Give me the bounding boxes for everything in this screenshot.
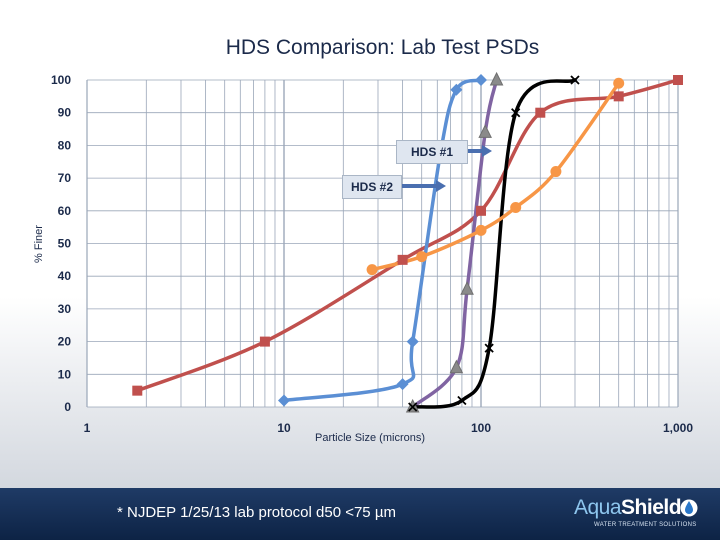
logo-brand-part2: Shield [621,496,682,519]
data-point [476,205,486,216]
x-tick-label: 100 [471,421,491,435]
callout-arrow-hds2-head [436,180,446,192]
data-point [510,202,522,214]
logo-brand-part1: Aqua [574,496,622,519]
data-point [570,75,580,85]
data-point [416,251,428,263]
y-tick-label: 50 [58,237,72,251]
data-point [535,107,546,118]
y-tick-label: 20 [58,335,72,349]
data-point [278,394,290,407]
y-tick-label: 40 [58,269,72,283]
data-point [673,75,683,85]
data-point [550,166,562,178]
y-tick-label: 70 [58,171,72,185]
y-tick-label: 0 [64,400,71,414]
data-point [132,385,143,396]
data-point [511,108,521,118]
data-point [484,343,494,353]
callout-arrow-hds1-head [482,145,492,157]
data-point [475,74,487,86]
data-point [450,83,463,96]
data-point [613,91,624,102]
data-point [406,335,419,348]
data-point [478,124,492,138]
data-point [408,402,418,412]
data-point [475,224,487,236]
y-tick-label: 10 [58,367,72,381]
logo-wordmark: AquaShield [574,496,682,520]
x-axis-label: Particle Size (microns) [315,432,425,444]
data-point [457,395,467,406]
y-tick-label: 30 [58,302,72,316]
y-axis-label: % Finer [33,225,45,263]
y-tick-label: 100 [51,73,71,87]
x-tick-label: 1 [84,421,91,435]
x-tick-label: 1,000 [663,421,693,435]
water-drop-icon [680,499,698,517]
data-point [259,336,270,347]
data-point [460,281,474,295]
x-tick-label: 10 [277,421,291,435]
footer-bar [0,488,720,540]
data-point [489,71,504,86]
data-point [397,254,408,265]
chart-title: HDS Comparison: Lab Test PSDs [225,36,540,59]
callout-hds2: HDS #2 [342,175,402,199]
logo-tagline: WATER TREATMENT SOLUTIONS [594,522,697,528]
data-point [366,264,378,276]
data-point [613,77,625,89]
callout-hds1: HDS #1 [396,140,468,164]
y-tick-label: 90 [58,106,72,120]
data-point [449,359,464,374]
company-logo: AquaShield WATER TREATMENT SOLUTIONS [574,496,714,532]
y-tick-label: 80 [58,138,72,152]
footnote: * NJDEP 1/25/13 lab protocol d50 <75 µm [117,504,396,521]
y-tick-label: 60 [58,204,72,218]
data-point [396,378,409,391]
